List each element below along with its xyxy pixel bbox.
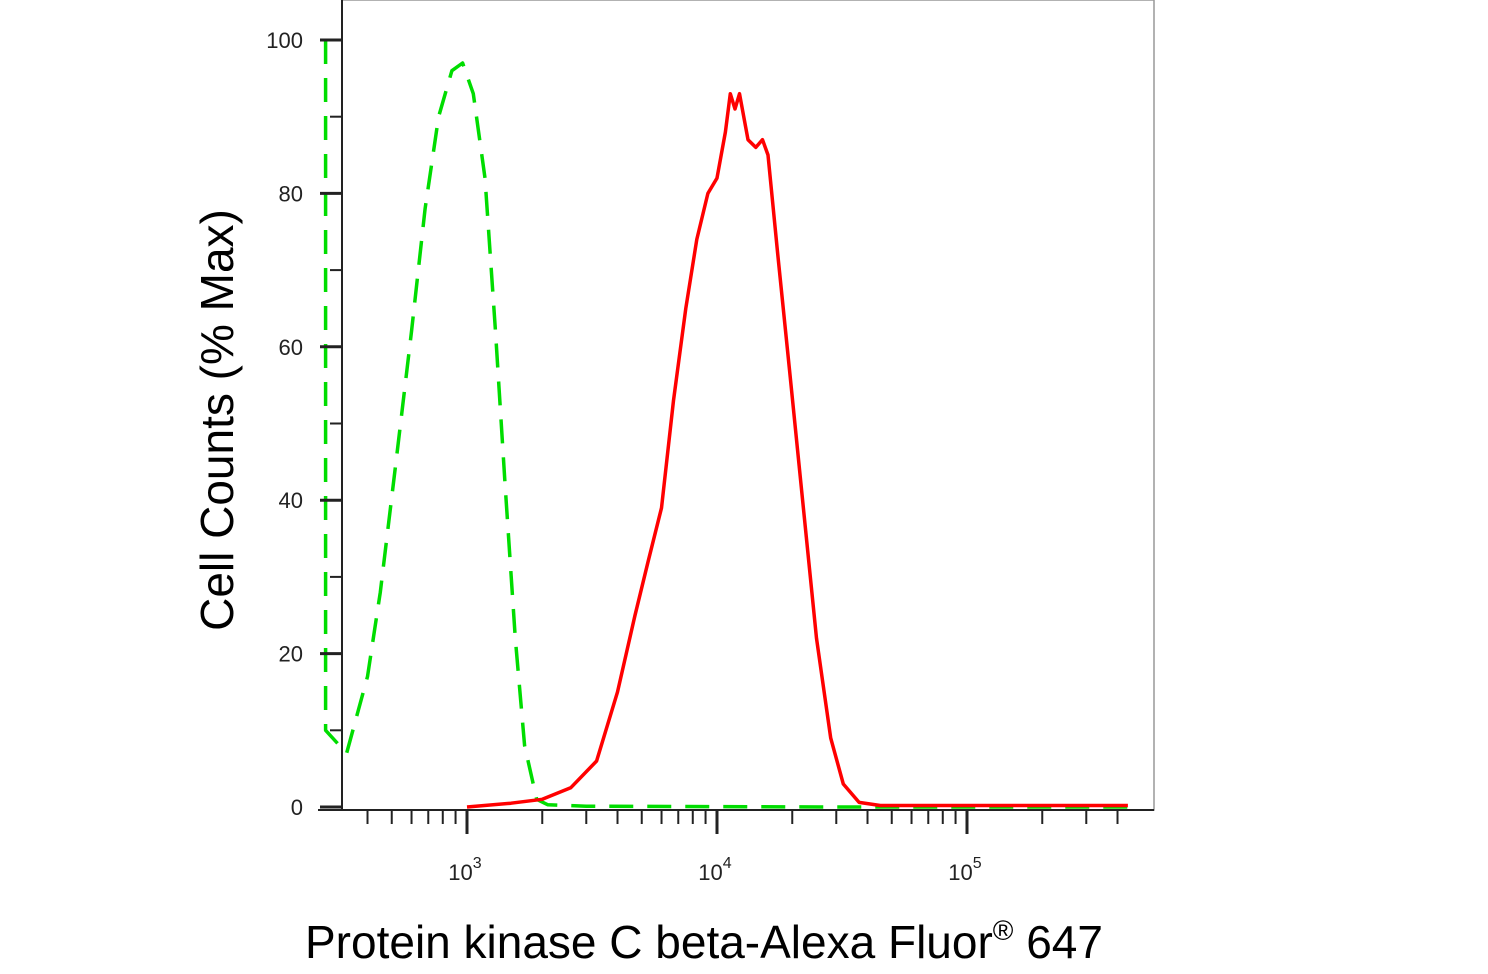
y-tick-label: 0 xyxy=(291,795,303,820)
x-tick-label: 105 xyxy=(948,855,981,885)
y-tick-label: 100 xyxy=(266,28,303,53)
series-layer xyxy=(323,40,1128,809)
y-tick-label: 20 xyxy=(279,642,303,667)
plot-frame xyxy=(341,0,1155,811)
x-axis-title: Protein kinase C beta-Alexa Fluor® 647 xyxy=(305,915,1103,968)
series-line-2 xyxy=(466,91,1128,809)
x-tick-label: 103 xyxy=(448,855,481,885)
axis-layer xyxy=(318,0,1154,834)
x-axis-title-registered-mark: ® xyxy=(993,915,1014,946)
y-tick-label: 80 xyxy=(279,181,303,206)
y-tick-label: 60 xyxy=(279,335,303,360)
label-layer: 0 20 40 60 80 100 103 104 105 xyxy=(266,28,982,885)
series-line-1 xyxy=(323,40,1128,809)
x-axis-title-main: Protein kinase C beta-Alexa Fluor xyxy=(305,916,993,968)
x-tick-label: 104 xyxy=(698,855,731,885)
y-axis-title: Cell Counts (% Max) xyxy=(191,209,243,631)
y-tick-label: 40 xyxy=(279,488,303,513)
x-axis-title-suffix: 647 xyxy=(1013,916,1103,968)
